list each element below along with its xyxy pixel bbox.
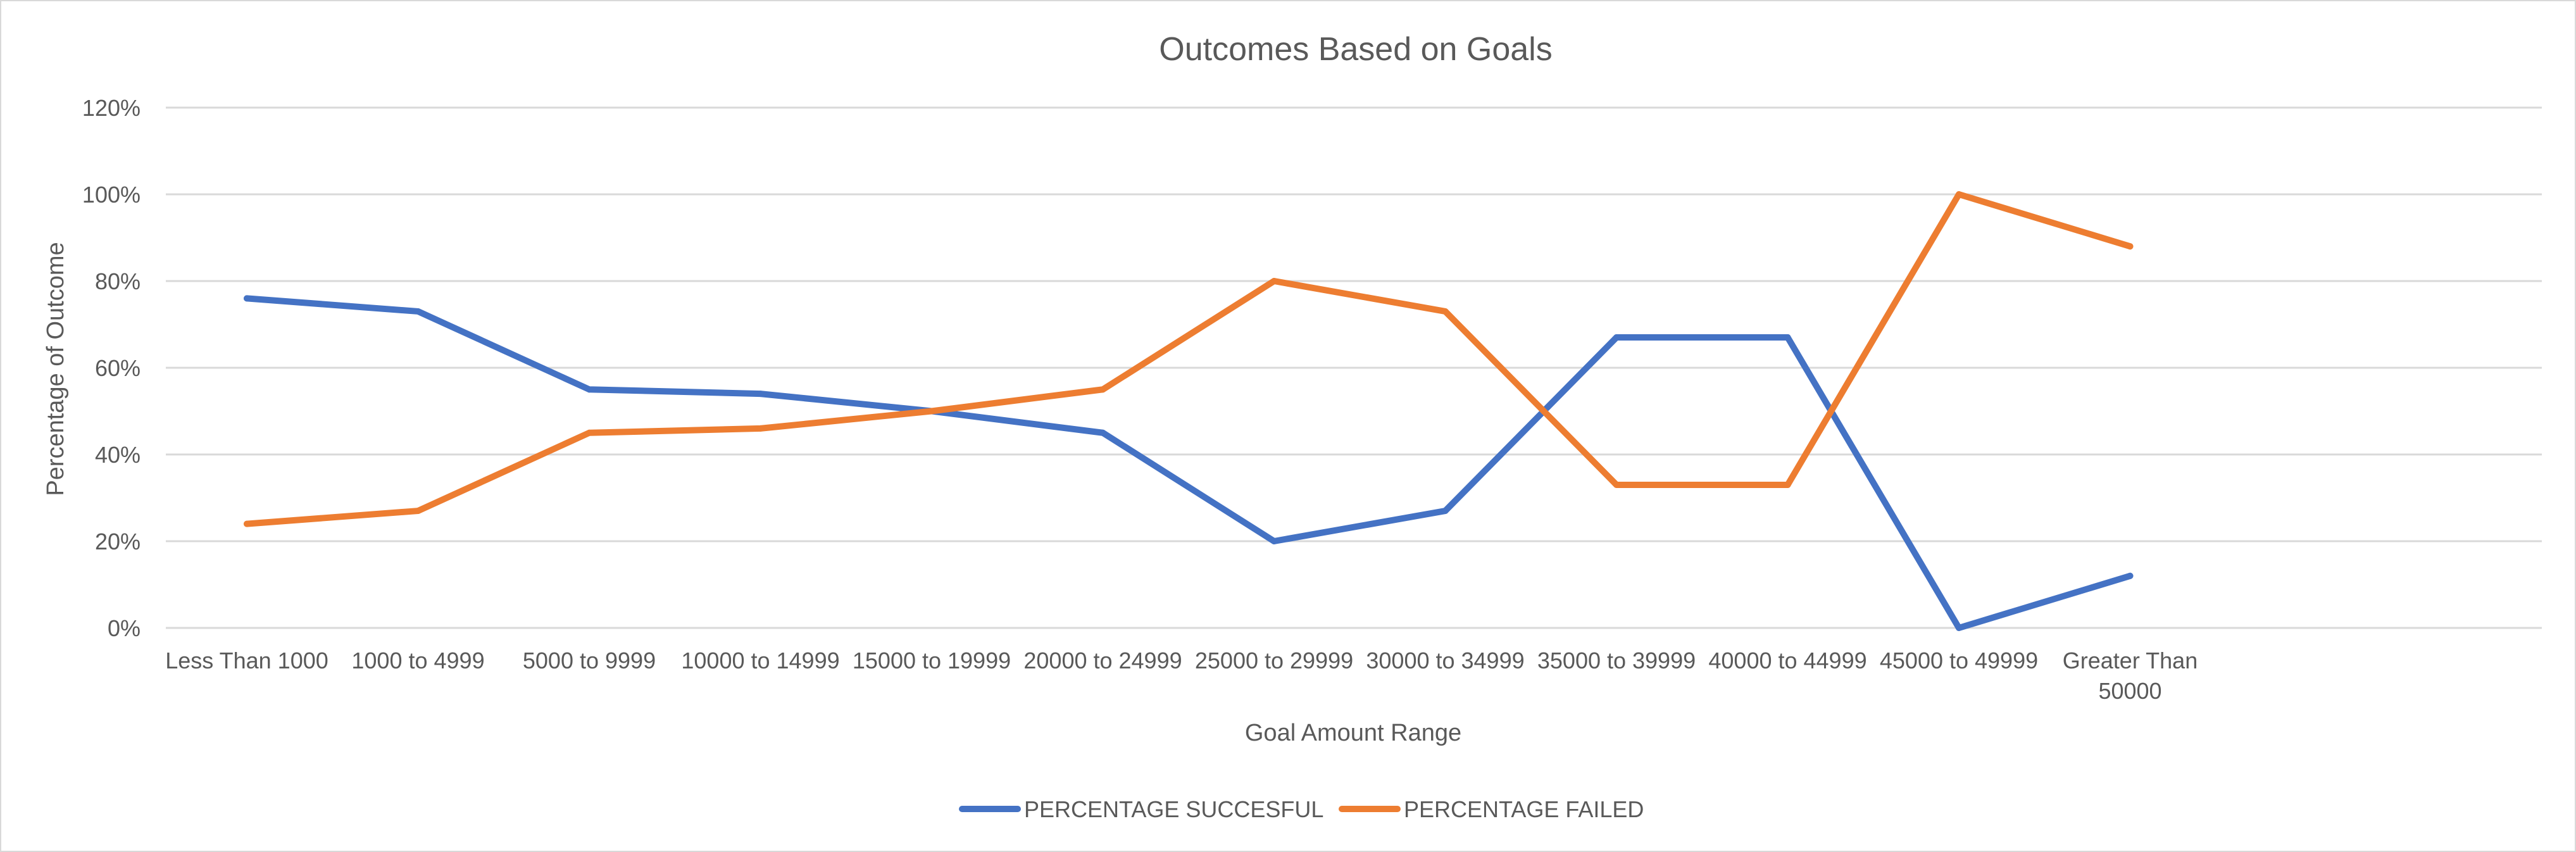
data-point xyxy=(244,295,250,302)
legend: PERCENTAGE SUCCESFUL PERCENTAGE FAILED xyxy=(959,796,1644,822)
data-point xyxy=(1442,508,1449,515)
y-tick-label: 40% xyxy=(95,442,141,468)
data-point xyxy=(244,520,250,527)
x-tick-label: 25000 to 29999 xyxy=(1195,648,1353,673)
x-axis-ticks: Less Than 1000 1000 to 4999 5000 to 9999 10… xyxy=(165,648,2198,704)
series-line-successful xyxy=(244,295,2134,631)
data-point xyxy=(1099,386,1106,393)
x-tick-label: 10000 to 14999 xyxy=(681,648,839,673)
chart-title: Outcomes Based on Goals xyxy=(1159,31,1552,68)
y-axis-ticks: 0% 20% 40% 60% 80% 100% 120% xyxy=(82,95,141,641)
x-tick-label: 5000 to 9999 xyxy=(523,648,656,673)
data-point xyxy=(2127,572,2134,579)
x-tick-label: 15000 to 19999 xyxy=(853,648,1011,673)
series-lines xyxy=(244,191,2134,631)
data-point xyxy=(1956,625,1962,631)
x-tick-label: 30000 to 34999 xyxy=(1366,648,1524,673)
data-point xyxy=(1613,481,1620,488)
y-tick-label: 80% xyxy=(95,268,141,294)
data-point xyxy=(1956,191,1962,197)
x-tick-label: Less Than 1000 xyxy=(165,648,328,673)
gridlines xyxy=(166,106,2542,629)
data-point xyxy=(1442,308,1449,315)
x-tick-label: 1000 to 4999 xyxy=(351,648,484,673)
y-axis-label: Percentage of Outcome xyxy=(42,242,69,496)
data-point xyxy=(1271,278,1277,284)
y-tick-label: 0% xyxy=(108,615,141,641)
y-tick-label: 60% xyxy=(95,355,141,381)
x-tick-label: 35000 to 39999 xyxy=(1537,648,1696,673)
data-point xyxy=(757,391,764,398)
x-tick-label: 40000 to 44999 xyxy=(1708,648,1866,673)
x-tick-label: 20000 to 24999 xyxy=(1023,648,1182,673)
legend-label: PERCENTAGE SUCCESFUL xyxy=(1024,796,1323,822)
y-tick-label: 120% xyxy=(82,95,141,121)
data-point xyxy=(928,408,935,415)
data-point xyxy=(415,508,422,515)
x-axis-label: Goal Amount Range xyxy=(1245,720,1461,746)
y-tick-label: 20% xyxy=(95,529,141,554)
legend-label: PERCENTAGE FAILED xyxy=(1404,796,1644,822)
y-tick-label: 100% xyxy=(82,182,141,208)
data-point xyxy=(2127,243,2134,250)
data-point xyxy=(1784,334,1791,341)
data-point xyxy=(586,386,592,393)
data-point xyxy=(1099,429,1106,436)
x-tick-label: Greater Than 50000 xyxy=(2063,648,2198,704)
data-point xyxy=(586,429,592,436)
data-point xyxy=(757,425,764,432)
x-tick-label: 45000 to 49999 xyxy=(1880,648,2038,673)
series-line-failed xyxy=(244,191,2134,527)
data-point xyxy=(1784,481,1791,488)
data-point xyxy=(1613,334,1620,341)
data-point xyxy=(415,308,422,315)
data-point xyxy=(1271,538,1277,544)
